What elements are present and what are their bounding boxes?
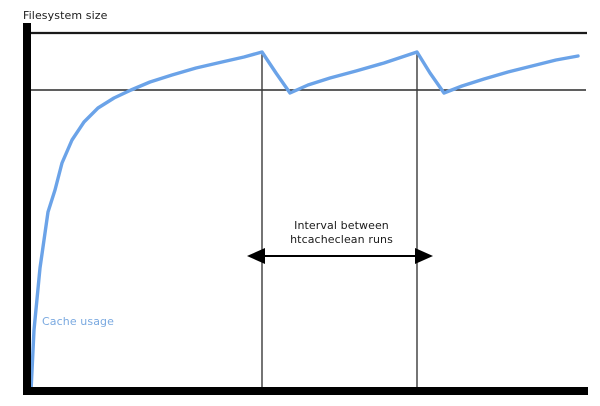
interval-annotation: Interval between htcacheclean runs — [263, 219, 420, 247]
interval-annotation-line-2: htcacheclean runs — [290, 232, 393, 246]
cache-usage-label: Cache usage — [42, 315, 114, 328]
cache-usage-curve — [29, 50, 580, 393]
filesystem-size-label: Filesystem size — [23, 9, 108, 22]
interval-annotation-line-1: Interval between — [294, 219, 389, 232]
